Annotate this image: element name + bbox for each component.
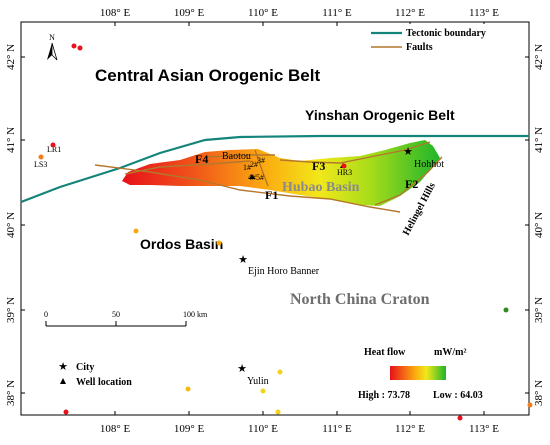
legend-triangle-icon	[60, 378, 66, 384]
lat-label-41-right: 41° N	[533, 127, 545, 153]
lat-label-39-left: 39° N	[5, 297, 17, 323]
region-label-hubao: Hubao Basin	[282, 180, 360, 195]
legend-symbols: ★ City Well location	[58, 361, 132, 388]
region-label-caob: Central Asian Orogenic Belt	[95, 66, 320, 85]
fault-label-f3: F3	[312, 159, 325, 173]
well-markers: LR1 LS3 HR3 1# 2# 3# 4# 5#	[34, 145, 352, 182]
legend-high: High : 73.78	[358, 390, 410, 401]
well-label-lr1: LR1	[47, 145, 61, 154]
lon-label-109-top: 109° E	[174, 7, 205, 19]
city-label-hohhot: Hohhot	[414, 159, 444, 170]
star-icon-yulin: ★	[237, 363, 247, 375]
star-icon-hohhot: ★	[403, 146, 413, 158]
scale-label-100: 100 km	[183, 310, 208, 319]
lon-label-108-bottom: 108° E	[100, 423, 131, 435]
legend-heat-flow-unit: mW/m²	[434, 347, 466, 358]
well-label-5: 5#	[256, 173, 264, 182]
legend-well: Well location	[76, 377, 132, 388]
star-icon-ejin: ★	[238, 254, 248, 266]
lat-label-38-left: 38° N	[5, 380, 17, 406]
tectonic-boundary-line	[20, 134, 529, 204]
north-arrow-icon: N	[47, 33, 58, 61]
lat-label-40-right: 40° N	[533, 212, 545, 238]
region-label-yinshan: Yinshan Orogenic Belt	[305, 107, 455, 123]
well-label-ls3: LS3	[34, 160, 47, 169]
legend-heat-flow-title: Heat flow	[364, 347, 406, 358]
lat-label-41-left: 41° N	[5, 127, 17, 153]
lon-label-111-bottom: 111° E	[322, 423, 352, 435]
city-label-yulin: Yulin	[247, 376, 269, 387]
lon-label-112-bottom: 112° E	[395, 423, 425, 435]
fault-label-f1: F1	[265, 188, 278, 202]
well-label-1: 1#	[243, 163, 251, 172]
scale-label-50: 50	[112, 310, 120, 319]
lat-ticks	[21, 56, 529, 394]
well-label-2: 2#	[250, 160, 258, 169]
legend-faults: Faults	[406, 42, 433, 53]
legend-tectonic: Tectonic boundary	[406, 28, 486, 39]
fault-lines	[94, 141, 443, 213]
well-label-3: 3#	[257, 156, 265, 165]
heat-flow-area	[122, 140, 440, 206]
well-label-hr3: HR3	[337, 168, 352, 177]
legend-color-ramp	[390, 366, 446, 380]
fault-label-f2: F2	[405, 177, 418, 191]
city-markers: ★ Hohhot Baotou ★ Ejin Horo Banner ★ Yul…	[222, 146, 444, 387]
lat-label-38-right: 38° N	[533, 380, 545, 406]
lon-label-109-bottom: 109° E	[174, 423, 205, 435]
lat-labels: 42° N 41° N 40° N 39° N 38° N 42° N 41° …	[5, 44, 545, 406]
north-label: N	[49, 33, 55, 42]
scale-bar: 0 50 100 km	[44, 310, 208, 327]
legend-heat-flow: Heat flow mW/m² High : 73.78 Low : 64.03	[358, 347, 483, 401]
map-frame	[20, 21, 530, 416]
lon-label-112-top: 112° E	[395, 7, 425, 19]
city-label-baotou: Baotou	[222, 151, 251, 162]
legend-city: City	[76, 362, 94, 373]
city-label-ejin: Ejin Horo Banner	[248, 266, 320, 277]
legend-lines: Tectonic boundary Faults	[365, 24, 527, 54]
lon-label-110-top: 110° E	[248, 7, 278, 19]
region-label-ncc: North China Craton	[290, 291, 430, 308]
lon-label-111-top: 111° E	[322, 7, 352, 19]
lon-label-113-bottom: 113° E	[469, 423, 499, 435]
fault-label-f4: F4	[195, 152, 208, 166]
legend-star-icon: ★	[58, 361, 68, 373]
lon-labels: 108° E 109° E 110° E 111° E 112° E 113° …	[100, 7, 499, 435]
lat-label-42-right: 42° N	[533, 44, 545, 70]
sample-dots	[38, 43, 533, 421]
lat-label-42-left: 42° N	[5, 44, 17, 70]
lon-label-113-top: 113° E	[469, 7, 499, 19]
lat-label-40-left: 40° N	[5, 212, 17, 238]
lon-label-108-top: 108° E	[100, 7, 131, 19]
lat-label-39-right: 39° N	[533, 297, 545, 323]
lon-label-110-bottom: 110° E	[248, 423, 278, 435]
region-label-ordos: Ordos Basin	[140, 236, 223, 252]
legend-low: Low : 64.03	[433, 390, 483, 401]
scale-label-0: 0	[44, 310, 48, 319]
